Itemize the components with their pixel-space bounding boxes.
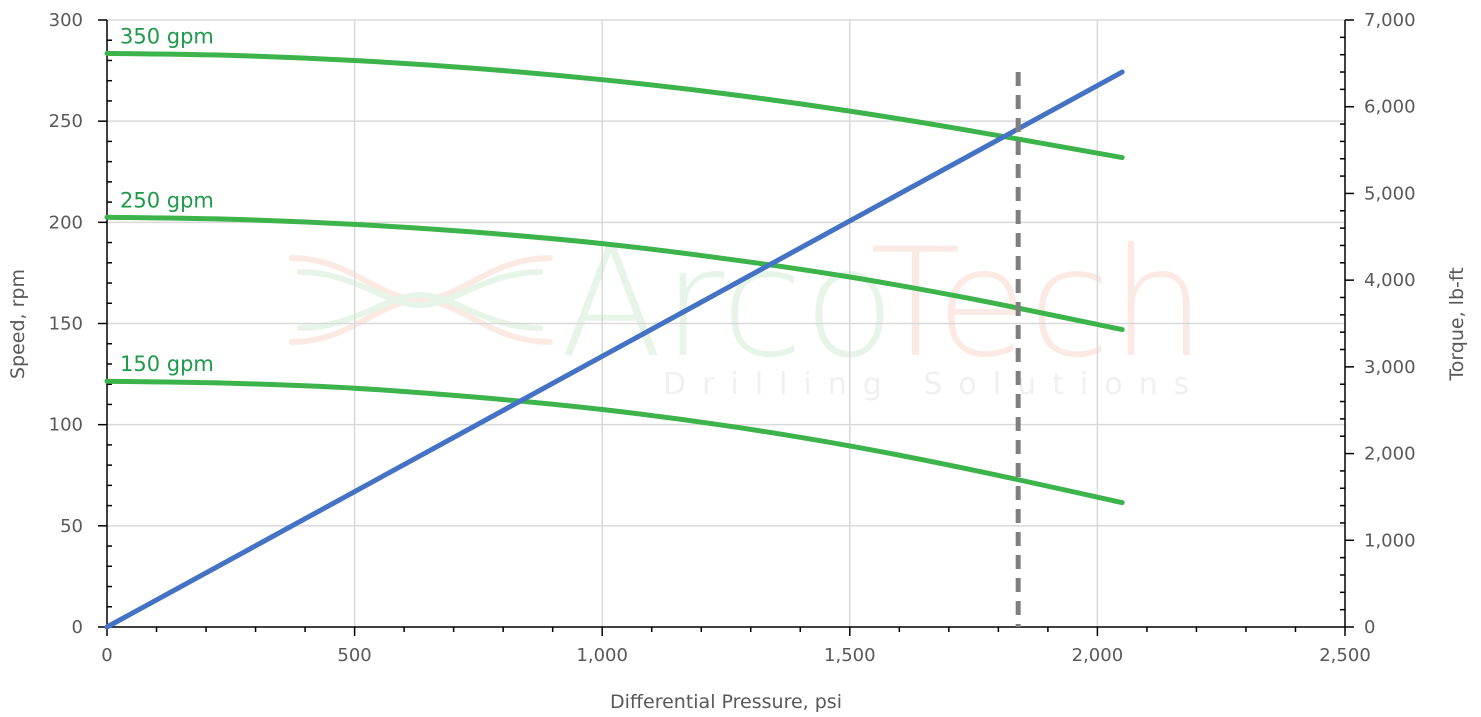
y-tick-label: 150 — [49, 314, 83, 335]
y2-tick-label: 2,000 — [1364, 444, 1416, 465]
torque-line — [104, 69, 1125, 630]
watermark-logo: ArcoTech Drilling Solutions — [289, 217, 1206, 402]
watermark-emblem — [289, 255, 553, 345]
y2-tick-label: 3,000 — [1364, 357, 1416, 378]
axes — [98, 19, 1354, 636]
y2-tick-label: 1,000 — [1364, 530, 1416, 551]
series-label-150-gpm: 150 gpm — [120, 352, 214, 376]
y-tick-label: 200 — [49, 212, 83, 233]
y-axis-title: Speed, rpm — [7, 269, 29, 379]
y2-tick-label: 5,000 — [1364, 183, 1416, 204]
y-tick-label: 250 — [49, 111, 83, 132]
tick-labels: 0 500 1,000 1,500 2,000 2,500 0 50 100 150 200 250 3… — [49, 10, 1416, 666]
x-tick-label: 2,000 — [1072, 645, 1124, 666]
series-labels: 350 gpm 250 gpm 150 gpm — [120, 24, 214, 376]
y2-tick-label: 6,000 — [1364, 97, 1416, 118]
x-tick-label: 2,500 — [1319, 645, 1371, 666]
watermark-brand: ArcoTech — [560, 217, 1206, 391]
series-label-350-gpm: 350 gpm — [120, 24, 214, 48]
x-axis-title: Differential Pressure, psi — [610, 691, 842, 713]
y-tick-label: 50 — [60, 516, 83, 537]
y2-tick-label: 4,000 — [1364, 270, 1416, 291]
x-tick-label: 1,500 — [824, 645, 876, 666]
y-tick-label: 100 — [49, 415, 83, 436]
x-tick-label: 1,000 — [576, 645, 628, 666]
series — [104, 50, 1125, 630]
y2-axis-title: Torque, lb-ft — [1446, 267, 1468, 381]
y-tick-label: 300 — [49, 10, 83, 31]
grid — [107, 19, 1345, 627]
watermark-brand-b: Tech — [870, 217, 1206, 391]
series-label-250-gpm: 250 gpm — [120, 188, 214, 212]
speed-curve-250-gpm — [104, 214, 1125, 333]
y2-tick-label: 7,000 — [1364, 10, 1416, 31]
speed-curve-350-gpm — [104, 50, 1125, 161]
x-tick-label: 0 — [101, 645, 112, 666]
y2-tick-label: 0 — [1364, 617, 1375, 638]
watermark-tagline: Drilling Solutions — [663, 367, 1205, 402]
y-tick-label: 0 — [72, 617, 83, 638]
x-tick-label: 500 — [337, 645, 371, 666]
speed-curve-150-gpm — [104, 378, 1125, 506]
